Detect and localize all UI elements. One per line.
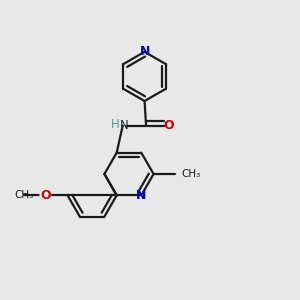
Text: H: H bbox=[111, 118, 120, 130]
Text: N: N bbox=[140, 45, 150, 58]
Text: N: N bbox=[136, 189, 146, 202]
Text: O: O bbox=[40, 189, 51, 202]
Text: CH₃: CH₃ bbox=[15, 190, 34, 200]
Text: CH₃: CH₃ bbox=[181, 169, 200, 179]
Text: O: O bbox=[164, 119, 175, 132]
Text: N: N bbox=[120, 119, 129, 132]
